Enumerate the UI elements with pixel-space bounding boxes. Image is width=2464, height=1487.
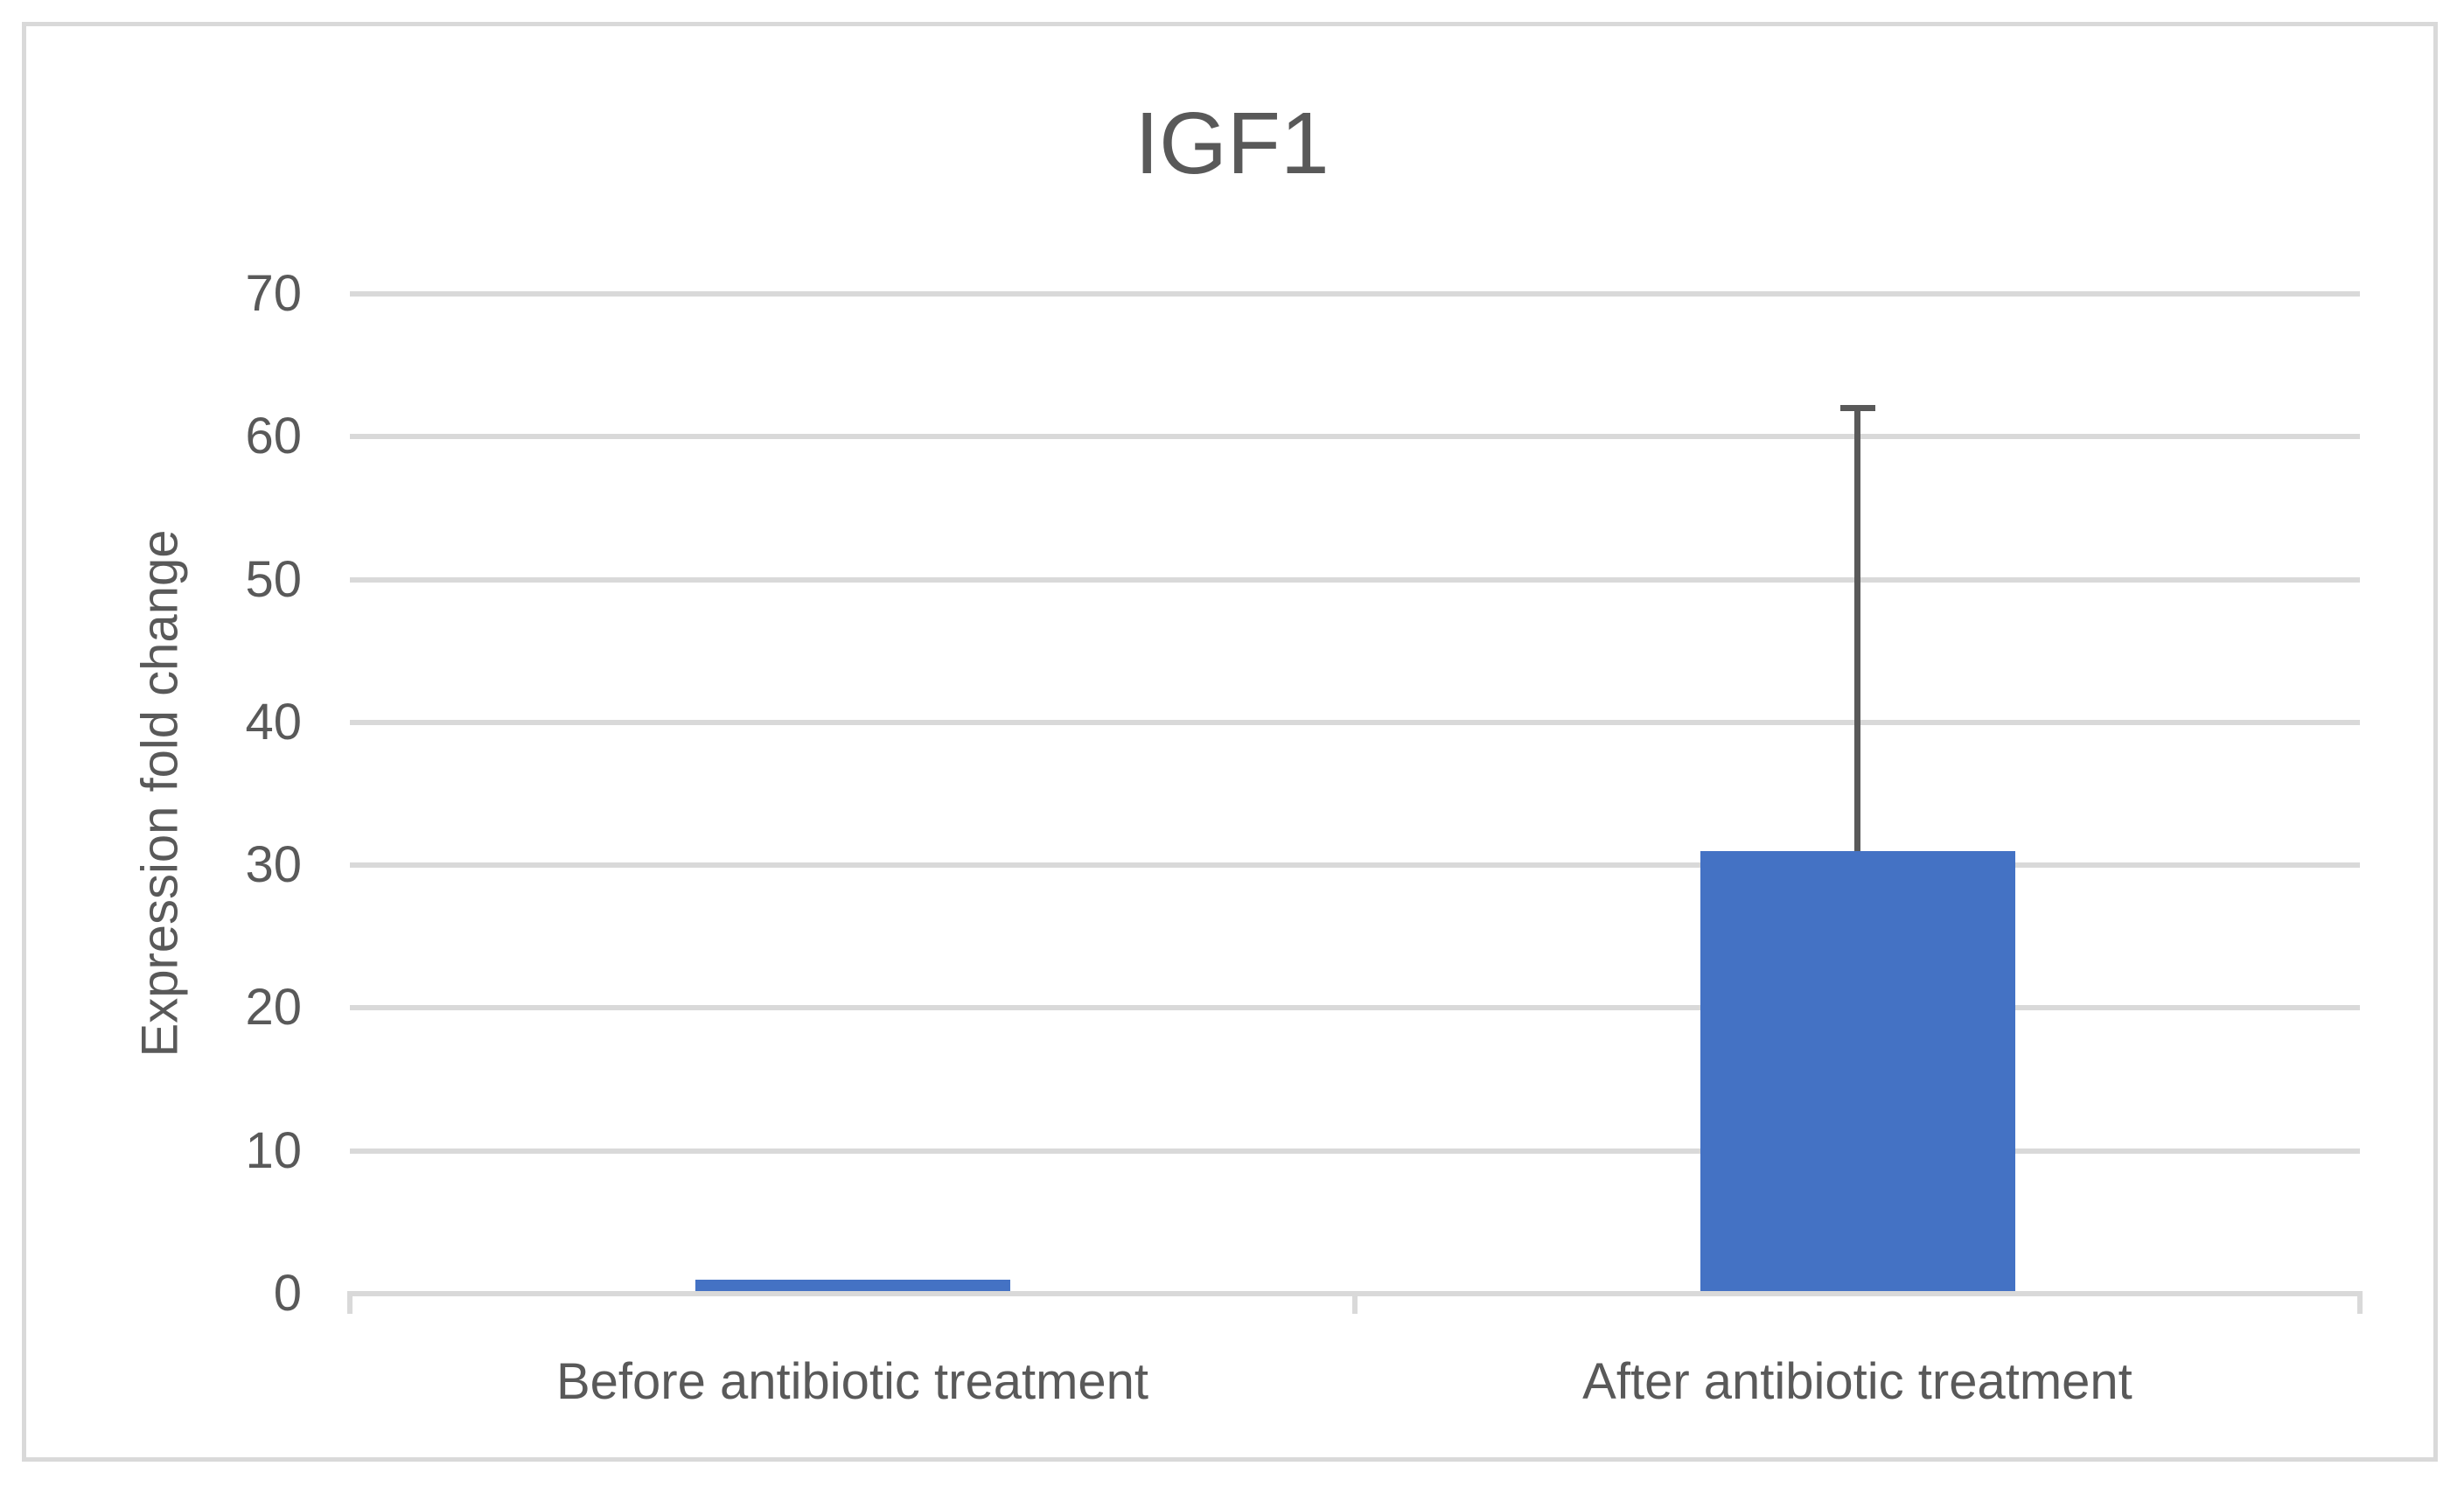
gridline-70	[350, 291, 2360, 297]
x-axis-tick	[1352, 1291, 1358, 1314]
y-tick-label-60: 60	[245, 408, 302, 465]
x-category-label: Before antibiotic treatment	[555, 1353, 1149, 1410]
gridline-60	[350, 434, 2360, 440]
y-axis-title: Expression fold change	[131, 529, 189, 1058]
y-tick-label-10: 10	[245, 1121, 302, 1179]
gridline-50	[350, 576, 2360, 583]
chart-title: IGF1	[1134, 94, 1330, 192]
y-tick-label-30: 30	[245, 836, 302, 894]
y-tick-label-70: 70	[245, 265, 302, 322]
chart-outer-border	[22, 22, 2438, 1462]
error-bar-cap	[1839, 405, 1875, 412]
y-tick-label-50: 50	[245, 550, 302, 608]
error-bar-stem	[1854, 408, 1860, 851]
gridline-20	[350, 1005, 2360, 1011]
bar-1	[695, 1279, 1010, 1291]
x-axis-tick	[347, 1291, 352, 1314]
x-category-label: After antibiotic treatment	[1582, 1353, 2132, 1410]
gridline-30	[350, 862, 2360, 869]
x-axis-tick	[2357, 1291, 2363, 1314]
gridline-10	[350, 1148, 2360, 1154]
y-tick-label-20: 20	[245, 979, 302, 1037]
bar-2	[1700, 850, 2015, 1291]
y-tick-label-0: 0	[273, 1265, 302, 1322]
gridline-40	[350, 719, 2360, 725]
y-tick-label-40: 40	[245, 693, 302, 750]
